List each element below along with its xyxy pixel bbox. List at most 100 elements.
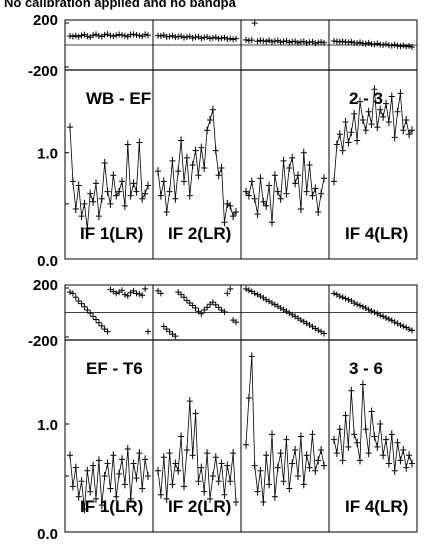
phase-point xyxy=(391,41,398,48)
amp-point xyxy=(201,487,208,496)
baseline-label: EF - T6 xyxy=(86,359,143,378)
phase-point xyxy=(104,328,111,335)
phase-point xyxy=(172,333,179,340)
amp-point xyxy=(269,430,275,439)
phase-point xyxy=(359,303,366,310)
amp-point xyxy=(189,451,196,460)
phase-point xyxy=(245,287,252,294)
amp-point xyxy=(113,191,120,200)
phase-point xyxy=(403,43,410,50)
amp-point xyxy=(251,194,258,203)
phase-point xyxy=(212,301,219,308)
phase-point xyxy=(303,40,310,47)
phase-point xyxy=(110,33,117,40)
phase-point xyxy=(406,326,413,333)
amp-point xyxy=(283,435,290,444)
amp-point xyxy=(163,208,170,217)
phase-point xyxy=(260,37,267,44)
amp-point xyxy=(84,224,91,233)
phase-point xyxy=(178,291,185,298)
phase-point xyxy=(183,33,190,40)
amp-point xyxy=(72,204,79,213)
amp-point xyxy=(321,461,327,470)
phase-point xyxy=(348,38,355,45)
phase-point xyxy=(127,31,134,38)
amp-point xyxy=(198,463,205,472)
amp-point xyxy=(157,490,164,499)
amp-point xyxy=(75,492,82,501)
amp-point xyxy=(75,181,82,190)
amp-point xyxy=(230,449,237,458)
amp-point xyxy=(166,187,173,196)
amp-point xyxy=(215,171,222,180)
amp-point xyxy=(306,160,313,169)
amp-point xyxy=(166,449,173,458)
amp-point xyxy=(331,435,337,444)
baseline-label: WB - EF xyxy=(86,89,151,108)
phase-point xyxy=(331,37,337,44)
phase-point xyxy=(166,33,173,40)
phase-point xyxy=(312,40,319,47)
phase-point xyxy=(345,39,352,46)
phase-point xyxy=(183,297,190,304)
amp-point xyxy=(315,456,322,465)
amp-point xyxy=(69,177,76,186)
amp-point xyxy=(354,438,361,447)
phase-point xyxy=(75,33,82,40)
amp-point xyxy=(215,477,222,486)
phase-point xyxy=(201,306,208,313)
phase-point xyxy=(189,34,196,41)
amp-point xyxy=(155,167,161,176)
phase-point xyxy=(198,35,205,42)
amp-point xyxy=(81,505,88,514)
phase-point xyxy=(189,302,196,309)
amp-point xyxy=(209,472,216,480)
amp-point xyxy=(119,455,125,464)
phase-point xyxy=(251,290,258,297)
phase-point xyxy=(136,32,143,39)
if-label: IF 1(LR) xyxy=(80,224,143,243)
phase-point xyxy=(269,38,275,45)
amp-point xyxy=(277,194,284,203)
amp-point xyxy=(312,466,319,475)
phase-point xyxy=(98,322,105,329)
amp-point xyxy=(195,171,202,180)
phase-point xyxy=(172,34,179,41)
phase-point xyxy=(383,314,389,321)
phase-point xyxy=(69,290,76,297)
phase-point xyxy=(93,316,99,323)
baseline-index-label: 2 - 3 xyxy=(349,89,383,108)
amp-point xyxy=(127,191,134,200)
amp-point xyxy=(266,181,273,190)
amp-point xyxy=(280,477,287,486)
phase-point xyxy=(116,31,123,38)
amp-point xyxy=(260,197,267,206)
amp-point xyxy=(110,171,117,180)
amp-point xyxy=(333,449,340,458)
amp-point xyxy=(303,451,310,460)
phase-point xyxy=(371,309,378,316)
amp-tick-label: 1.0 xyxy=(37,417,58,434)
amp-point xyxy=(331,177,337,186)
phase-point xyxy=(157,290,164,297)
amp-point xyxy=(160,453,167,462)
phase-point xyxy=(113,32,120,39)
amp-point xyxy=(400,446,407,454)
amp-point xyxy=(98,501,105,510)
amp-point xyxy=(169,156,176,165)
amp-point xyxy=(169,480,176,489)
amp-point xyxy=(391,466,398,475)
phase-point xyxy=(354,40,361,47)
amp-point xyxy=(368,407,375,416)
amp-line xyxy=(333,89,413,182)
amp-point xyxy=(172,194,179,203)
amp-point xyxy=(230,212,237,221)
amp-line xyxy=(245,356,325,503)
amp-point xyxy=(116,469,123,478)
amp-point xyxy=(257,174,264,183)
phase-point xyxy=(297,39,304,46)
phase-point xyxy=(178,33,185,40)
phase-point xyxy=(215,35,222,42)
phase-point xyxy=(388,42,395,49)
phase-tick-label: -200 xyxy=(28,333,58,350)
